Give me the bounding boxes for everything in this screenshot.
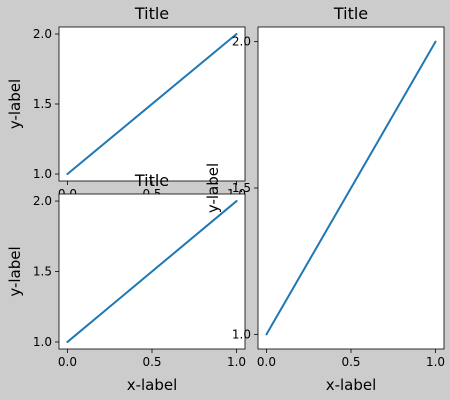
chart-title: Title xyxy=(134,4,169,23)
y-tick-label: 2.0 xyxy=(232,35,251,49)
y-axis-label: y-label xyxy=(6,79,24,129)
x-axis-label: x-label xyxy=(127,376,178,394)
series-line xyxy=(265,40,437,336)
x-tick-label: 1.0 xyxy=(227,355,246,369)
y-tick-label: 1.0 xyxy=(33,335,52,349)
x-tick-label: 0.5 xyxy=(142,355,161,369)
chart-title: Title xyxy=(134,171,169,190)
y-tick-label: 1.5 xyxy=(232,181,251,195)
series-line xyxy=(66,200,238,343)
chart-title: Title xyxy=(333,4,368,23)
x-tick-label: 0.5 xyxy=(341,355,360,369)
x-axis-label: x-label xyxy=(326,376,377,394)
y-axis-label: y-label xyxy=(204,163,222,213)
y-tick-label: 2.0 xyxy=(33,194,52,208)
y-tick-label: 1.5 xyxy=(33,265,52,279)
x-tick-label: 1.0 xyxy=(426,355,445,369)
series-line xyxy=(66,33,238,175)
axes-right: 0.0 0.5 1.0 1.0 1.5 2.0 Title x-label y-label xyxy=(204,4,445,394)
x-tick-label: 0.0 xyxy=(58,355,77,369)
y-axis-label: y-label xyxy=(6,246,24,296)
x-tick-label: 0.0 xyxy=(257,355,276,369)
y-tick-label: 1.0 xyxy=(232,327,251,341)
axes-bottom-left: 0.0 0.5 1.0 1.0 1.5 2.0 Title x-label y-label xyxy=(6,171,246,394)
y-tick-label: 1.0 xyxy=(33,167,52,181)
y-tick-label: 2.0 xyxy=(33,27,52,41)
y-tick-label: 1.5 xyxy=(33,97,52,111)
